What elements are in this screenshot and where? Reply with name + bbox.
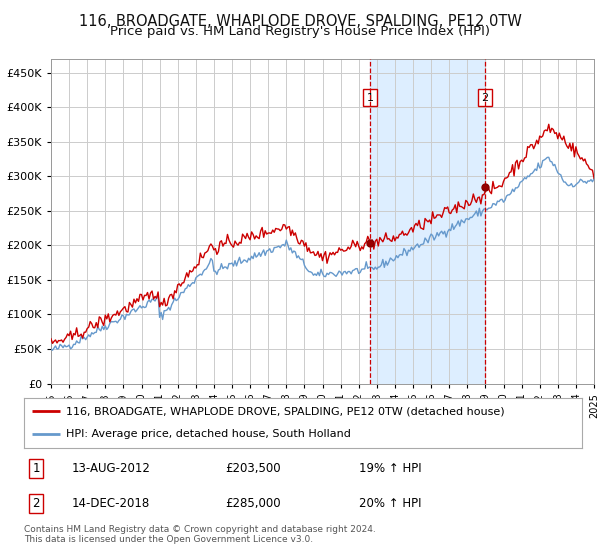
Text: £285,000: £285,000: [225, 497, 281, 510]
Text: 1: 1: [32, 463, 40, 475]
Text: 116, BROADGATE, WHAPLODE DROVE, SPALDING, PE12 0TW: 116, BROADGATE, WHAPLODE DROVE, SPALDING…: [79, 14, 521, 29]
Text: 14-DEC-2018: 14-DEC-2018: [71, 497, 149, 510]
Text: 2: 2: [481, 93, 488, 103]
Text: 13-AUG-2012: 13-AUG-2012: [71, 463, 151, 475]
Text: 116, BROADGATE, WHAPLODE DROVE, SPALDING, PE12 0TW (detached house): 116, BROADGATE, WHAPLODE DROVE, SPALDING…: [66, 406, 505, 416]
Text: 19% ↑ HPI: 19% ↑ HPI: [359, 463, 421, 475]
Text: 1: 1: [367, 93, 373, 103]
Text: This data is licensed under the Open Government Licence v3.0.: This data is licensed under the Open Gov…: [24, 535, 313, 544]
Text: Contains HM Land Registry data © Crown copyright and database right 2024.: Contains HM Land Registry data © Crown c…: [24, 525, 376, 534]
Text: HPI: Average price, detached house, South Holland: HPI: Average price, detached house, Sout…: [66, 430, 351, 440]
Bar: [370, 59, 485, 384]
Text: £203,500: £203,500: [225, 463, 281, 475]
Text: Price paid vs. HM Land Registry's House Price Index (HPI): Price paid vs. HM Land Registry's House …: [110, 25, 490, 38]
Text: 20% ↑ HPI: 20% ↑ HPI: [359, 497, 421, 510]
Text: 2: 2: [32, 497, 40, 510]
